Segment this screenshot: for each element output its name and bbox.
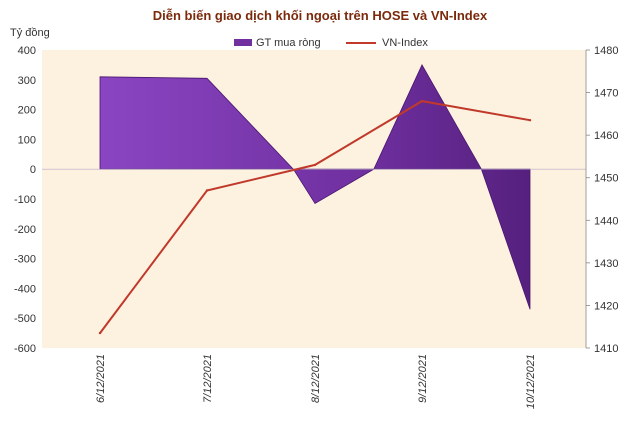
y-tick-label: -500 bbox=[14, 313, 36, 325]
chart-marks bbox=[42, 64, 586, 335]
y-tick-label: -600 bbox=[14, 343, 36, 355]
x-tick-label: 10/12/2021 bbox=[525, 354, 537, 409]
legend-swatch-area bbox=[234, 39, 252, 46]
y-tick-label: 400 bbox=[18, 45, 36, 57]
axes: 400 300 200 100 0 -100 -200 -300 -400 -500 -600 148… bbox=[14, 45, 619, 409]
x-tick-label: 8/12/2021 bbox=[310, 354, 322, 403]
y-tick-label: 300 bbox=[18, 75, 36, 87]
x-tick-label: 7/12/2021 bbox=[202, 354, 214, 403]
y2-tick-label: 1470 bbox=[594, 88, 618, 100]
legend: GT mua ròng VN-Index bbox=[234, 37, 428, 49]
y2-tick-label: 1420 bbox=[594, 300, 618, 312]
line-point bbox=[205, 189, 209, 192]
chart-title: Diễn biến giao dịch khối ngoại trên HOSE… bbox=[153, 8, 488, 23]
y-tick-label: 0 bbox=[30, 164, 36, 176]
line-point bbox=[98, 331, 102, 335]
line-point bbox=[313, 163, 317, 167]
y2-tick-label: 1460 bbox=[594, 130, 618, 142]
line-point bbox=[420, 99, 424, 103]
y-tick-label: 100 bbox=[18, 134, 36, 146]
y-axis-label: Tỷ đồng bbox=[10, 27, 50, 39]
legend-label-area: GT mua ròng bbox=[256, 37, 321, 49]
y-tick-label: 200 bbox=[18, 105, 36, 117]
y-tick-label: -100 bbox=[14, 194, 36, 206]
y2-tick-label: 1430 bbox=[594, 258, 618, 270]
x-tick-label: 6/12/2021 bbox=[95, 354, 107, 403]
y-tick-label: -400 bbox=[14, 283, 36, 295]
y-tick-label: -200 bbox=[14, 224, 36, 236]
y2-tick-label: 1410 bbox=[594, 343, 618, 355]
line-point bbox=[528, 119, 532, 122]
y2-tick-label: 1450 bbox=[594, 173, 618, 185]
y-tick-label: -300 bbox=[14, 254, 36, 266]
legend-label-line: VN-Index bbox=[382, 37, 428, 49]
y2-tick-label: 1480 bbox=[594, 45, 618, 57]
y2-tick-label: 1440 bbox=[594, 215, 618, 227]
x-tick-label: 9/12/2021 bbox=[417, 354, 429, 403]
